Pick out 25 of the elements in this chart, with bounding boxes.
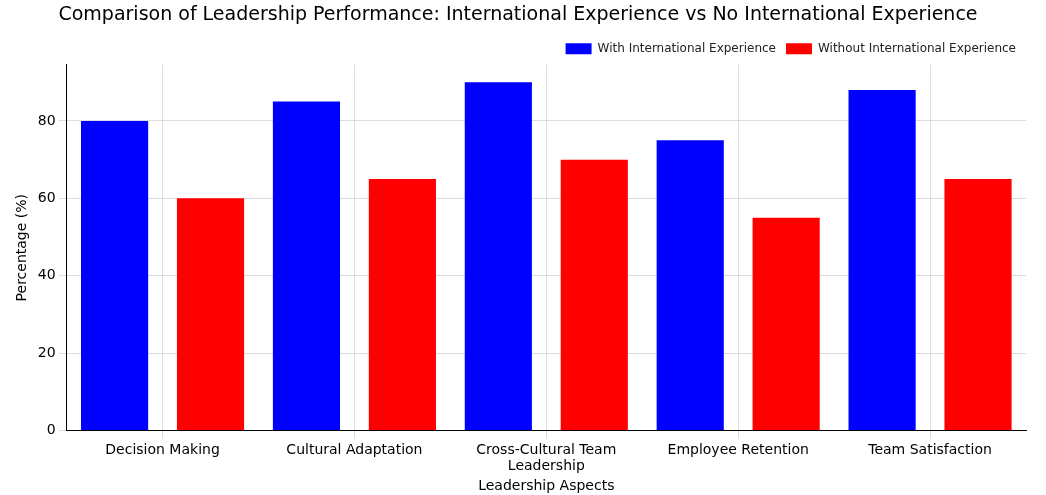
y-tick-label: 80 — [37, 111, 56, 128]
bar — [944, 178, 1012, 431]
bar — [272, 101, 341, 431]
x-tick-label: Employee Retention — [667, 440, 809, 457]
bar — [464, 82, 532, 431]
y-tick-label: 40 — [37, 266, 56, 283]
x-axis-title: Leadership Aspects — [478, 477, 615, 494]
y-axis-title: Percentage (%) — [13, 193, 30, 302]
bar — [848, 89, 916, 431]
bar — [560, 159, 628, 431]
bar — [752, 217, 820, 431]
x-tick-label: Decision Making — [105, 440, 220, 457]
legend-label: Without International Experience — [817, 40, 1017, 55]
bar — [656, 140, 724, 431]
x-tick-label: Cultural Adaptation — [286, 440, 423, 457]
y-tick-label: 20 — [37, 343, 56, 360]
bar — [176, 198, 245, 431]
y-tick-label: 0 — [46, 421, 56, 438]
x-tick-label: Team Satisfaction — [867, 440, 992, 457]
y-tick-label: 60 — [37, 188, 56, 205]
x-tick-label: Cross-Cultural Team Leadership — [476, 440, 617, 474]
bar — [81, 120, 149, 431]
legend-label: With International Experience — [597, 40, 776, 55]
chart-title: Comparison of Leadership Performance: International Experience vs No International Experience — [58, 2, 978, 25]
bar — [368, 178, 436, 431]
